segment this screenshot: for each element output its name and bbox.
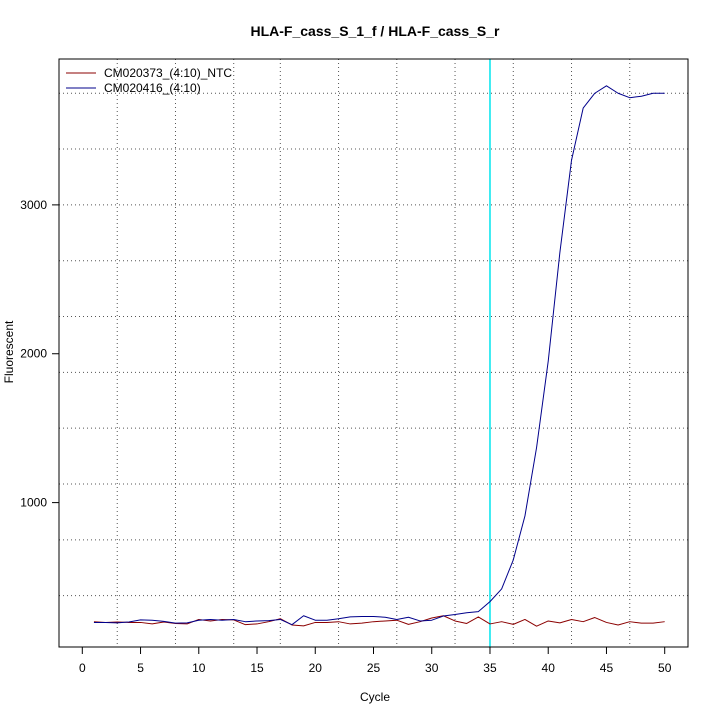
x-tick-label: 35 [483,661,497,675]
y-tick-label: 1000 [20,496,47,510]
x-tick-label: 30 [425,661,439,675]
x-axis-label: Cycle [360,690,390,704]
x-tick-label: 10 [192,661,206,675]
legend-label: CM020416_(4:10) [104,81,201,95]
chart-title: HLA-F_cass_S_1_f / HLA-F_cass_S_r [250,23,500,39]
x-tick-label: 20 [309,661,323,675]
x-tick-label: 0 [79,661,86,675]
y-axis: 1000 2000 3000 [20,198,60,510]
x-axis: 0 5 10 15 20 25 30 35 40 45 50 [79,646,672,675]
x-tick-label: 40 [542,661,556,675]
x-tick-label: 5 [137,661,144,675]
series-lines [93,85,665,627]
x-tick-label: 50 [658,661,672,675]
y-axis-label: Fluorescent [2,320,16,383]
series-line-2 [93,85,665,626]
grid-lines [59,59,688,647]
x-tick-label: 15 [250,661,264,675]
y-tick-label: 2000 [20,347,47,361]
y-tick-label: 3000 [20,198,47,212]
series-line-1 [93,615,665,627]
x-tick-label: 25 [367,661,381,675]
legend-label: CM020373_(4:10)_NTC [104,66,232,80]
x-tick-label: 45 [600,661,614,675]
